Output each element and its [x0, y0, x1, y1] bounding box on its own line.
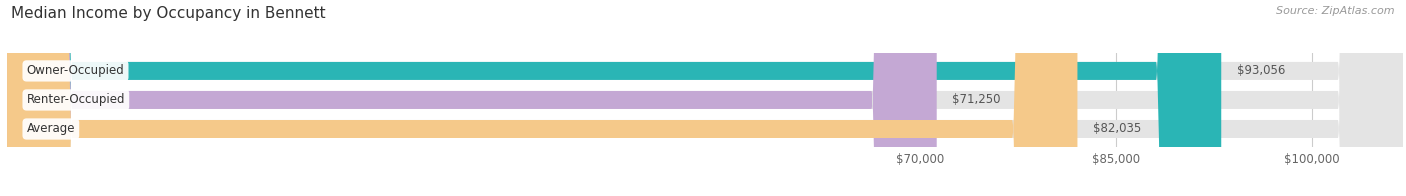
Text: Owner-Occupied: Owner-Occupied: [27, 64, 124, 77]
Text: Source: ZipAtlas.com: Source: ZipAtlas.com: [1277, 6, 1395, 16]
FancyBboxPatch shape: [7, 0, 936, 196]
FancyBboxPatch shape: [7, 0, 1403, 196]
Text: $82,035: $82,035: [1092, 122, 1142, 135]
Text: Median Income by Occupancy in Bennett: Median Income by Occupancy in Bennett: [11, 6, 326, 21]
FancyBboxPatch shape: [7, 0, 1403, 196]
FancyBboxPatch shape: [7, 0, 1077, 196]
Text: $71,250: $71,250: [952, 93, 1001, 106]
FancyBboxPatch shape: [7, 0, 1403, 196]
FancyBboxPatch shape: [7, 0, 1222, 196]
Text: Renter-Occupied: Renter-Occupied: [27, 93, 125, 106]
Text: Average: Average: [27, 122, 75, 135]
Text: $93,056: $93,056: [1237, 64, 1285, 77]
